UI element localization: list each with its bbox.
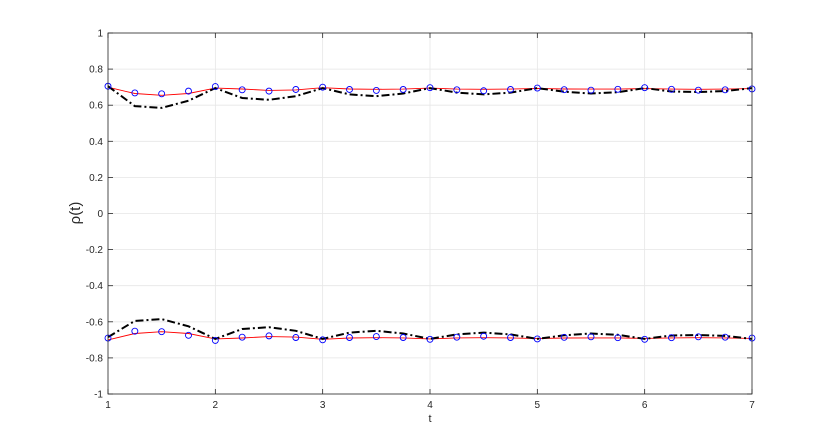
series-blue-marker bbox=[560, 333, 568, 341]
x-tick-label: 6 bbox=[642, 400, 648, 411]
series-blue-marker bbox=[158, 328, 166, 336]
series-blue-marker bbox=[668, 85, 675, 93]
y-tick-label: 0.4 bbox=[89, 137, 103, 148]
series-blue-marker bbox=[560, 86, 568, 94]
y-tick-label: 0.6 bbox=[89, 101, 103, 112]
y-tick-label: 1 bbox=[97, 29, 103, 40]
series-blue-marker bbox=[587, 86, 595, 94]
series-blue-marker bbox=[480, 332, 488, 340]
x-tick-label: 3 bbox=[320, 400, 326, 411]
series-blue-marker bbox=[211, 336, 219, 344]
series-blue-marker bbox=[507, 86, 514, 93]
series-layer bbox=[104, 82, 756, 344]
y-tick-label: 0 bbox=[97, 209, 103, 220]
y-tick-label: -0.4 bbox=[86, 281, 104, 292]
series-blue-marker bbox=[372, 333, 380, 341]
series-blue-marker bbox=[641, 84, 649, 92]
x-tick-label: 7 bbox=[749, 400, 755, 411]
series-blue-marker bbox=[721, 86, 729, 94]
y-tick-label: -1 bbox=[94, 390, 103, 401]
series-black-dashdot-line bbox=[107, 318, 753, 340]
series-blue-marker bbox=[319, 83, 327, 91]
series-blue-marker bbox=[185, 87, 192, 95]
series-blue-marker bbox=[158, 90, 166, 98]
series-blue-marker bbox=[346, 86, 353, 93]
series-blue-marker bbox=[507, 334, 514, 341]
series-blue-marker bbox=[265, 332, 273, 340]
series-blue-marker bbox=[185, 331, 192, 339]
series-blue-marker bbox=[238, 333, 246, 341]
series-blue-marker bbox=[131, 89, 139, 97]
series-blue-marker bbox=[533, 335, 541, 343]
y-tick-label: -0.2 bbox=[86, 245, 104, 256]
series-blue-marker bbox=[292, 86, 300, 93]
series-blue-marker bbox=[694, 86, 702, 94]
y-tick-label: -0.6 bbox=[86, 317, 104, 328]
x-axis-label: t bbox=[428, 413, 431, 425]
series-blue-marker bbox=[614, 334, 622, 342]
y-tick-label: -0.8 bbox=[86, 353, 104, 364]
series-blue-marker bbox=[721, 333, 729, 341]
series-blue-marker bbox=[211, 83, 219, 91]
series-blue-marker bbox=[641, 335, 649, 343]
series-blue-marker bbox=[372, 86, 380, 94]
series-blue-marker bbox=[533, 84, 541, 92]
series-blue-marker bbox=[265, 87, 273, 95]
y-tick-label: 0.8 bbox=[89, 65, 103, 76]
y-axis-label: ρ(t) bbox=[67, 202, 84, 225]
x-tick-label: 1 bbox=[105, 400, 111, 411]
series-blue-marker bbox=[453, 86, 461, 94]
series-blue-marker bbox=[399, 334, 407, 341]
series-blue-marker bbox=[399, 86, 407, 93]
series-blue-marker bbox=[426, 84, 434, 92]
series-blue-marker bbox=[614, 85, 622, 93]
series-blue-marker bbox=[587, 333, 595, 341]
series-blue-marker bbox=[426, 335, 434, 343]
series-blue-marker bbox=[694, 333, 702, 341]
series-blue-marker bbox=[480, 87, 488, 95]
y-tick-label: 0.2 bbox=[89, 173, 103, 184]
series-blue-marker bbox=[238, 86, 246, 94]
series-blue-marker bbox=[453, 333, 461, 341]
series-blue-marker bbox=[131, 327, 139, 335]
x-tick-label: 5 bbox=[535, 400, 541, 411]
series-black-dashdot-line bbox=[107, 85, 753, 109]
x-tick-label: 2 bbox=[213, 400, 219, 411]
series-blue-marker bbox=[346, 334, 353, 341]
series-blue-marker bbox=[319, 336, 327, 344]
series-blue-marker bbox=[292, 334, 300, 341]
series-blue-marker bbox=[668, 334, 675, 342]
x-tick-label: 4 bbox=[427, 400, 433, 411]
ticks: 1 2 3 4 5 6 7 -1 -0.8 -0.6 -0.4 -0.2 0 0.2 0.4 0.6 0.8 1 bbox=[86, 29, 755, 412]
